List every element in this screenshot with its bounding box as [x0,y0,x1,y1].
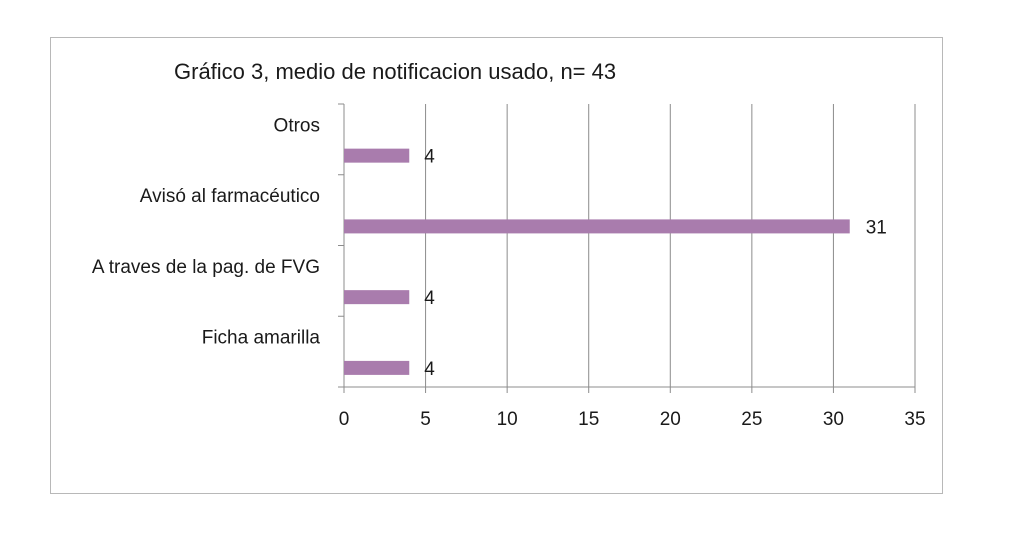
x-tick-label: 10 [497,409,518,430]
x-tick-label: 35 [904,409,925,430]
x-tick-label: 5 [420,409,431,430]
data-label: 4 [424,288,435,309]
bar [344,290,410,305]
bars [344,148,850,375]
category-label: Ficha amarilla [202,328,321,349]
data-label: 4 [424,147,435,168]
data-label: 31 [866,217,887,238]
chart-frame [50,37,943,494]
chart-title: Gráfico 3, medio de notificacion usado, … [174,59,616,84]
x-tick-label: 15 [578,409,599,430]
x-tick-label: 30 [823,409,844,430]
bar [344,360,410,375]
x-tick-label: 25 [741,409,762,430]
category-label: A traves de la pag. de FVG [92,257,320,278]
category-label: Otros [274,115,320,136]
data-label: 4 [424,359,435,380]
bar [344,219,850,234]
category-label: Avisó al farmacéutico [140,186,320,207]
bar [344,148,410,163]
grid-lines [425,104,916,387]
x-tick-label: 20 [660,409,681,430]
labels: 0 5 10 15 20 25 30 35 Otros 4 Avisó al farmacéutic… [92,115,926,430]
x-tick-label: 0 [339,409,350,430]
